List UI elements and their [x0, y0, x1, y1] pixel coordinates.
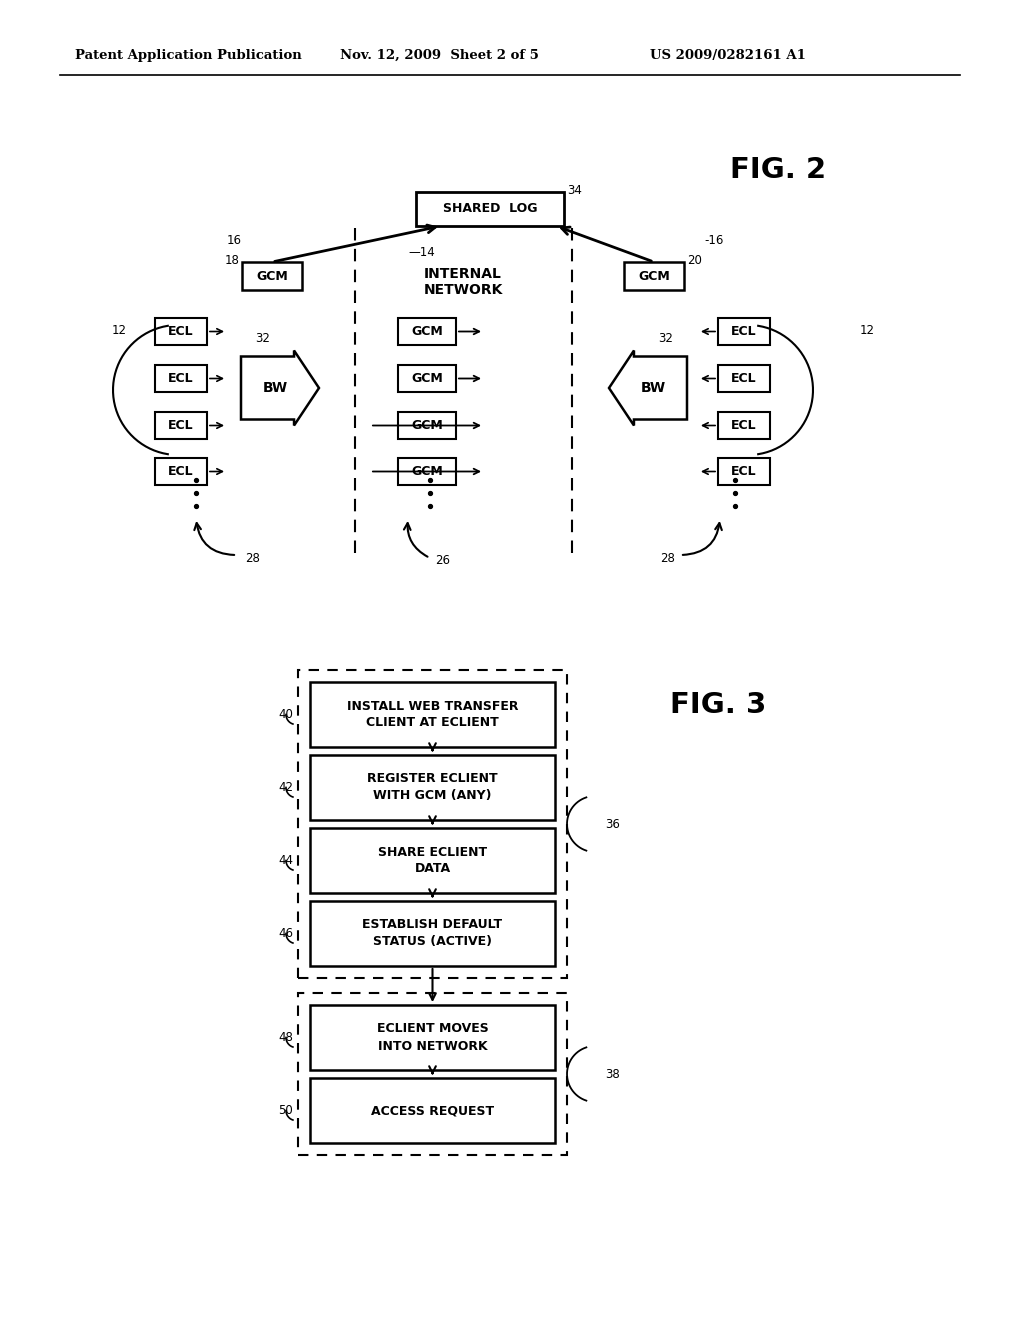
FancyBboxPatch shape	[155, 412, 207, 440]
Text: 46: 46	[278, 927, 293, 940]
Text: GCM: GCM	[411, 372, 442, 385]
FancyBboxPatch shape	[310, 902, 555, 966]
Text: FIG. 2: FIG. 2	[730, 156, 826, 183]
Text: FIG. 3: FIG. 3	[670, 690, 766, 719]
FancyBboxPatch shape	[310, 1005, 555, 1071]
Text: ECL: ECL	[731, 372, 757, 385]
FancyBboxPatch shape	[398, 412, 456, 440]
Text: ECL: ECL	[168, 372, 194, 385]
Text: 48: 48	[279, 1031, 293, 1044]
Text: GCM: GCM	[411, 418, 442, 432]
Text: 20: 20	[687, 253, 701, 267]
FancyBboxPatch shape	[718, 366, 770, 392]
Text: 28: 28	[245, 552, 260, 565]
FancyBboxPatch shape	[718, 412, 770, 440]
Text: ESTABLISH DEFAULT
STATUS (ACTIVE): ESTABLISH DEFAULT STATUS (ACTIVE)	[362, 919, 503, 949]
Text: GCM: GCM	[256, 269, 288, 282]
Text: 36: 36	[605, 817, 620, 830]
Text: 12: 12	[860, 323, 874, 337]
Text: 44: 44	[278, 854, 293, 867]
Text: REGISTER ECLIENT
WITH GCM (ANY): REGISTER ECLIENT WITH GCM (ANY)	[368, 772, 498, 803]
FancyBboxPatch shape	[310, 1078, 555, 1143]
Text: 50: 50	[279, 1104, 293, 1117]
FancyBboxPatch shape	[624, 261, 684, 290]
Text: -16: -16	[705, 234, 723, 247]
FancyBboxPatch shape	[155, 318, 207, 345]
Text: INSTALL WEB TRANSFER
CLIENT AT ECLIENT: INSTALL WEB TRANSFER CLIENT AT ECLIENT	[347, 700, 518, 730]
Text: GCM: GCM	[411, 325, 442, 338]
Text: 32: 32	[658, 331, 673, 345]
Text: GCM: GCM	[638, 269, 670, 282]
Text: US 2009/0282161 A1: US 2009/0282161 A1	[650, 49, 806, 62]
Text: ECL: ECL	[168, 325, 194, 338]
Text: ECL: ECL	[731, 465, 757, 478]
Text: SHARE ECLIENT
DATA: SHARE ECLIENT DATA	[378, 846, 487, 875]
Text: ECL: ECL	[731, 325, 757, 338]
FancyBboxPatch shape	[398, 318, 456, 345]
Text: ECL: ECL	[168, 418, 194, 432]
Text: 12: 12	[112, 323, 127, 337]
Polygon shape	[241, 351, 319, 425]
Text: Patent Application Publication: Patent Application Publication	[75, 49, 302, 62]
Text: ECL: ECL	[168, 465, 194, 478]
FancyBboxPatch shape	[718, 458, 770, 484]
Text: Nov. 12, 2009  Sheet 2 of 5: Nov. 12, 2009 Sheet 2 of 5	[340, 49, 539, 62]
FancyBboxPatch shape	[242, 261, 302, 290]
FancyBboxPatch shape	[155, 458, 207, 484]
FancyBboxPatch shape	[398, 366, 456, 392]
Text: 38: 38	[605, 1068, 620, 1081]
Text: —14: —14	[408, 247, 435, 260]
Text: 16: 16	[227, 234, 242, 247]
Text: 34: 34	[567, 183, 582, 197]
FancyBboxPatch shape	[718, 318, 770, 345]
Text: BW: BW	[640, 381, 666, 395]
Text: 28: 28	[660, 552, 675, 565]
Polygon shape	[609, 351, 687, 425]
FancyBboxPatch shape	[310, 755, 555, 820]
FancyBboxPatch shape	[398, 458, 456, 484]
FancyBboxPatch shape	[310, 828, 555, 894]
Text: 42: 42	[278, 781, 293, 795]
Text: ECLIENT MOVES
INTO NETWORK: ECLIENT MOVES INTO NETWORK	[377, 1023, 488, 1052]
Text: INTERNAL
NETWORK: INTERNAL NETWORK	[423, 267, 503, 297]
Text: 26: 26	[435, 553, 450, 566]
Text: ECL: ECL	[731, 418, 757, 432]
FancyBboxPatch shape	[416, 191, 564, 226]
Text: 40: 40	[279, 708, 293, 721]
Text: 32: 32	[255, 331, 270, 345]
FancyBboxPatch shape	[155, 366, 207, 392]
Text: ACCESS REQUEST: ACCESS REQUEST	[371, 1104, 494, 1117]
Text: BW: BW	[262, 381, 288, 395]
Text: GCM: GCM	[411, 465, 442, 478]
Text: SHARED  LOG: SHARED LOG	[442, 202, 538, 215]
FancyBboxPatch shape	[310, 682, 555, 747]
Text: 18: 18	[225, 253, 240, 267]
